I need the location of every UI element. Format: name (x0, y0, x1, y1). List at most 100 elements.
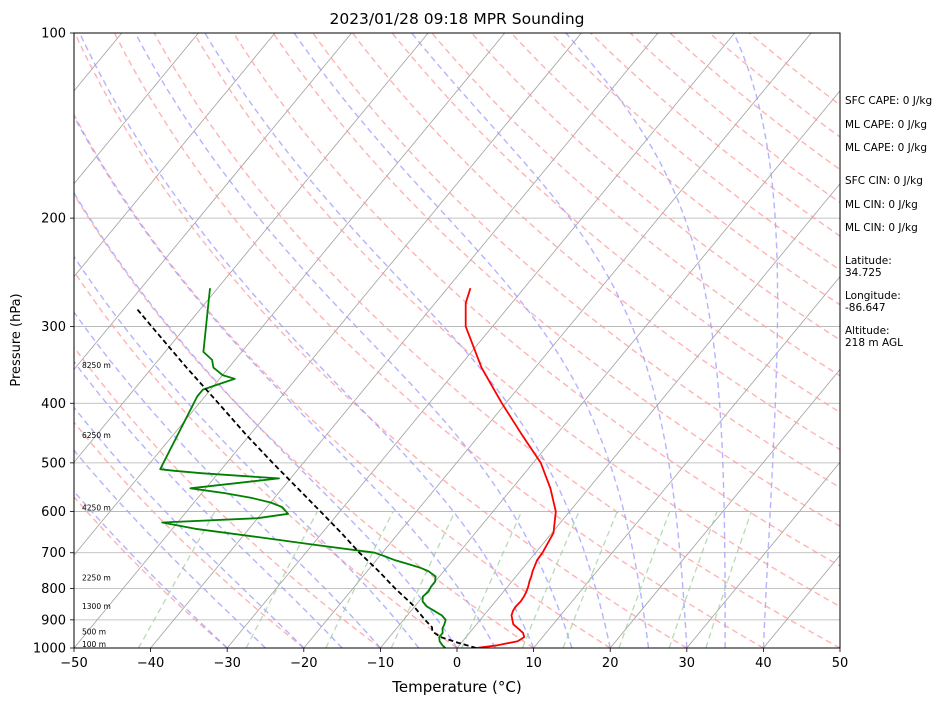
mixing-ratio-line-1 (325, 511, 394, 648)
y-tick-label-900: 900 (41, 613, 66, 628)
isotherm-10 (533, 275, 840, 648)
dry-adiabat-50 (153, 33, 840, 648)
mixing-ratio-line-16 (618, 511, 671, 648)
dry-adiabat-100 (352, 33, 840, 451)
isotherm-30 (686, 461, 840, 648)
ml-cape-annotation: ML CAPE: 0 J/kg (845, 119, 927, 131)
x-tick-label--20: −20 (290, 656, 317, 671)
mixing-ratio-line-7 (521, 511, 580, 648)
moist-adiabat--15 (74, 360, 343, 648)
moist-adiabat-20 (204, 33, 611, 648)
dry-adiabat-60 (193, 33, 840, 608)
height-label-3: 2250 m (82, 574, 111, 583)
height-label-layer: 100 m 500 m 1300 m 2250 m 4250 m 6250 m 8250 m (82, 361, 111, 649)
dry-adiabat-90 (312, 33, 840, 489)
y-tick-layer: 1000 900 800 700 600 500 400 300 200 100 (33, 27, 74, 657)
dry-adiabat-70 (232, 33, 840, 567)
x-tick-layer: −50 −40 −30 −20 −10 0 10 20 30 40 50 (60, 648, 848, 671)
x-tick-label-0: 0 (453, 656, 461, 671)
sfc-cape-annotation: SFC CAPE: 0 J/kg (845, 95, 932, 107)
isotherm-20 (609, 368, 840, 648)
y-axis-title: Pressure (hPa) (9, 293, 24, 386)
dry-adiabat-180 (669, 33, 840, 171)
y-tick-label-100: 100 (41, 27, 66, 42)
height-label-5: 6250 m (82, 431, 111, 440)
y-tick-label-800: 800 (41, 582, 66, 597)
altitude-label: Altitude: (845, 325, 890, 337)
dry-adiabat-40 (113, 33, 764, 648)
y-tick-label-500: 500 (41, 456, 66, 471)
isotherm--10 (380, 90, 840, 648)
x-tick-label-40: 40 (755, 656, 772, 671)
mixing-ratio-line-2 (390, 511, 456, 648)
y-tick-label-400: 400 (41, 397, 66, 412)
isotherm--60 (74, 33, 506, 556)
x-tick-label--30: −30 (213, 656, 240, 671)
moist-adiabat-30 (411, 33, 688, 648)
x-tick-label-20: 20 (602, 656, 619, 671)
isotherm--30 (226, 33, 735, 648)
dry-adiabat--20 (74, 421, 305, 648)
sfc-cin-annotation: SFC CIN: 0 J/kg (845, 175, 923, 187)
dry-adiabat-layer (74, 33, 840, 648)
dry-adiabat-0 (74, 270, 458, 648)
y-tick-label-1000: 1000 (33, 642, 66, 657)
longitude-label: Longitude: (845, 290, 901, 302)
ml-cape-annotation-2: ML CAPE: 0 J/kg (845, 142, 927, 154)
height-label-1: 500 m (82, 628, 106, 637)
x-tick-label-10: 10 (525, 656, 542, 671)
height-label-0: 100 m (82, 640, 106, 649)
isotherm--90 (74, 33, 276, 278)
x-tick-label--50: −50 (60, 656, 87, 671)
moist-adiabat-25 (293, 33, 650, 648)
isotherm--50 (74, 33, 582, 648)
height-label-6: 8250 m (82, 361, 111, 370)
mixing-ratio-line-10 (562, 511, 618, 648)
height-label-4: 4250 m (82, 504, 111, 513)
grid-layer (74, 33, 840, 648)
y-tick-label-300: 300 (41, 320, 66, 335)
x-tick-label-30: 30 (679, 656, 696, 671)
isotherm--80 (74, 33, 352, 371)
x-axis-title: Temperature (°C) (391, 678, 521, 696)
dry-adiabat-130 (471, 33, 840, 341)
mixing-ratio-line-0.1 (137, 511, 216, 648)
isotherm--100 (74, 33, 199, 185)
moist-adiabat-layer (74, 33, 779, 648)
mixing-ratio-line-32 (705, 511, 753, 648)
dry-adiabat-190 (709, 33, 840, 138)
isotherm--70 (74, 33, 429, 463)
y-tick-label-600: 600 (41, 505, 66, 520)
ml-cin-annotation-2: ML CIN: 0 J/kg (845, 222, 918, 234)
mixing-ratio-line-0.4 (245, 511, 318, 648)
isotherm-layer (74, 33, 840, 648)
y-tick-label-200: 200 (41, 212, 66, 227)
latitude-value: 34.725 (845, 267, 882, 279)
dewpoint-profile (159, 288, 447, 648)
chart-title: 2023/01/28 09:18 MPR Sounding (329, 10, 584, 28)
dry-adiabat-30 (74, 33, 688, 648)
altitude-value: 218 m AGL (845, 337, 903, 349)
latitude-label: Latitude: (845, 255, 892, 267)
x-tick-label-50: 50 (832, 656, 849, 671)
temperature-profile (464, 287, 557, 648)
moist-adiabat-10 (79, 33, 535, 648)
longitude-value: -86.647 (845, 302, 886, 314)
dry-adiabat-20 (74, 113, 611, 648)
moist-adiabat-40 (733, 33, 779, 648)
annotation-panel: SFC CAPE: 0 J/kg ML CAPE: 0 J/kg ML CAPE… (845, 95, 932, 349)
series-layer (135, 287, 557, 648)
ml-cin-annotation: ML CIN: 0 J/kg (845, 199, 918, 211)
parcel-profile (135, 307, 477, 648)
y-tick-label-700: 700 (41, 546, 66, 561)
height-label-2: 1300 m (82, 602, 111, 611)
dry-adiabat--10 (74, 346, 381, 648)
moist-adiabat-5 (74, 115, 496, 648)
isotherm-0 (456, 183, 840, 648)
dry-adiabat-80 (272, 33, 840, 528)
mixing-ratio-layer (137, 511, 753, 648)
x-tick-label--40: −40 (137, 656, 164, 671)
moist-adiabat-15 (134, 33, 573, 648)
moist-adiabat--10 (74, 310, 381, 648)
